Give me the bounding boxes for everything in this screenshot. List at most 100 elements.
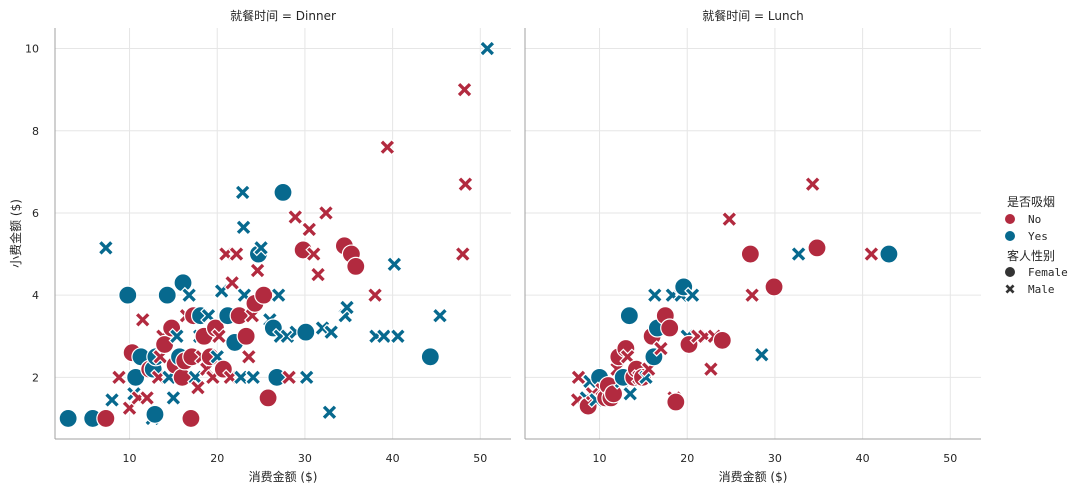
x-tick-label: 20 — [210, 452, 224, 465]
data-point — [431, 307, 449, 325]
data-point — [375, 327, 393, 345]
legend: 是否吸烟 No Yes 客人性别 Female Male — [1005, 195, 1068, 296]
data-point — [252, 239, 270, 257]
legend-style-label: Male — [1028, 283, 1055, 296]
data-point — [621, 385, 639, 403]
legend-hue-label: No — [1028, 213, 1041, 226]
data-point — [235, 218, 252, 236]
data-point — [338, 299, 356, 316]
data-point — [145, 404, 165, 424]
data-point — [244, 369, 262, 386]
legend-style-label: Female — [1028, 266, 1068, 279]
data-point — [764, 277, 784, 297]
data-point — [229, 306, 249, 326]
x-axis-label: 消费金额 ($) — [249, 469, 318, 484]
x-tick-label: 50 — [943, 452, 957, 465]
data-point — [807, 238, 827, 258]
x-tick-label: 30 — [768, 452, 782, 465]
data-point — [712, 330, 732, 350]
data-point — [379, 138, 396, 156]
data-point — [273, 182, 293, 202]
legend-hue-label: Yes — [1028, 230, 1048, 243]
x-axis-label: 消费金额 ($) — [719, 469, 788, 484]
x-tick-label: 10 — [593, 452, 607, 465]
data-point — [165, 389, 182, 407]
data-point — [879, 244, 899, 264]
x-tick-label: 40 — [386, 452, 400, 465]
data-point — [126, 367, 146, 387]
x-tick-label: 20 — [680, 452, 694, 465]
data-point — [456, 81, 473, 98]
data-point — [181, 408, 201, 429]
data-point — [386, 255, 403, 273]
data-point — [286, 208, 304, 226]
facet-title: 就餐时间 = Lunch — [702, 8, 804, 23]
data-point — [254, 285, 274, 305]
y-axis-label: 小费金额 ($) — [8, 199, 23, 268]
data-point — [321, 403, 338, 421]
data-point — [454, 245, 472, 263]
data-point — [646, 286, 664, 304]
data-point — [180, 286, 198, 304]
data-point — [249, 262, 266, 279]
data-point — [619, 306, 639, 326]
data-point — [258, 388, 278, 408]
data-point — [296, 322, 316, 342]
data-point — [322, 323, 340, 341]
y-tick-label: 10 — [25, 43, 39, 56]
data-point — [863, 245, 880, 263]
data-point — [305, 245, 323, 263]
data-point — [702, 360, 720, 378]
data-point — [240, 348, 258, 366]
data-point — [740, 244, 760, 264]
data-point — [157, 285, 177, 305]
legend-style-marker — [1005, 267, 1015, 277]
data-point — [804, 175, 821, 193]
data-point — [270, 286, 287, 304]
x-tick-label: 40 — [856, 452, 870, 465]
x-tick-label: 50 — [473, 452, 487, 465]
data-point — [280, 369, 298, 386]
data-point — [346, 256, 366, 276]
data-point — [118, 285, 138, 305]
data-point — [189, 379, 207, 396]
data-point — [103, 391, 121, 409]
data-point — [58, 408, 78, 429]
data-point — [366, 286, 384, 304]
y-tick-label: 2 — [32, 371, 39, 384]
data-point — [300, 221, 318, 238]
y-tick-label: 4 — [32, 289, 39, 302]
data-point — [420, 347, 440, 367]
data-point — [234, 184, 252, 201]
legend-style-marker — [1005, 284, 1015, 294]
data-point — [603, 384, 624, 404]
data-point — [743, 286, 761, 304]
data-point — [168, 327, 186, 345]
data-point — [298, 369, 316, 386]
data-point — [138, 389, 156, 407]
data-point — [210, 327, 228, 345]
data-point — [228, 245, 245, 263]
data-point — [790, 245, 807, 263]
data-point — [236, 326, 256, 346]
data-point — [389, 327, 407, 345]
data-point — [232, 369, 250, 386]
data-point — [110, 369, 128, 386]
data-point — [172, 367, 192, 387]
data-point — [652, 340, 670, 357]
legend-style-title: 客人性别 — [1007, 248, 1055, 263]
y-tick-label: 6 — [32, 207, 39, 220]
data-point — [684, 286, 701, 304]
data-point — [457, 175, 474, 193]
facet-lunch: 10 20 30 40 50 就餐时间 = Lunch 消费金额 ($) — [524, 8, 981, 484]
data-point — [97, 239, 115, 257]
data-point — [666, 392, 686, 412]
legend-hue-title: 是否吸烟 — [1007, 195, 1055, 209]
facet-title: 就餐时间 = Dinner — [230, 8, 336, 23]
data-point — [660, 318, 680, 338]
facet-dinner: 10 20 30 40 50 2 4 6 8 10 就餐时间 = Dinner 消费金额 ($) — [25, 8, 511, 484]
x-tick-label: 10 — [123, 452, 137, 465]
data-point — [478, 40, 496, 57]
y-tick-label: 8 — [32, 125, 39, 138]
